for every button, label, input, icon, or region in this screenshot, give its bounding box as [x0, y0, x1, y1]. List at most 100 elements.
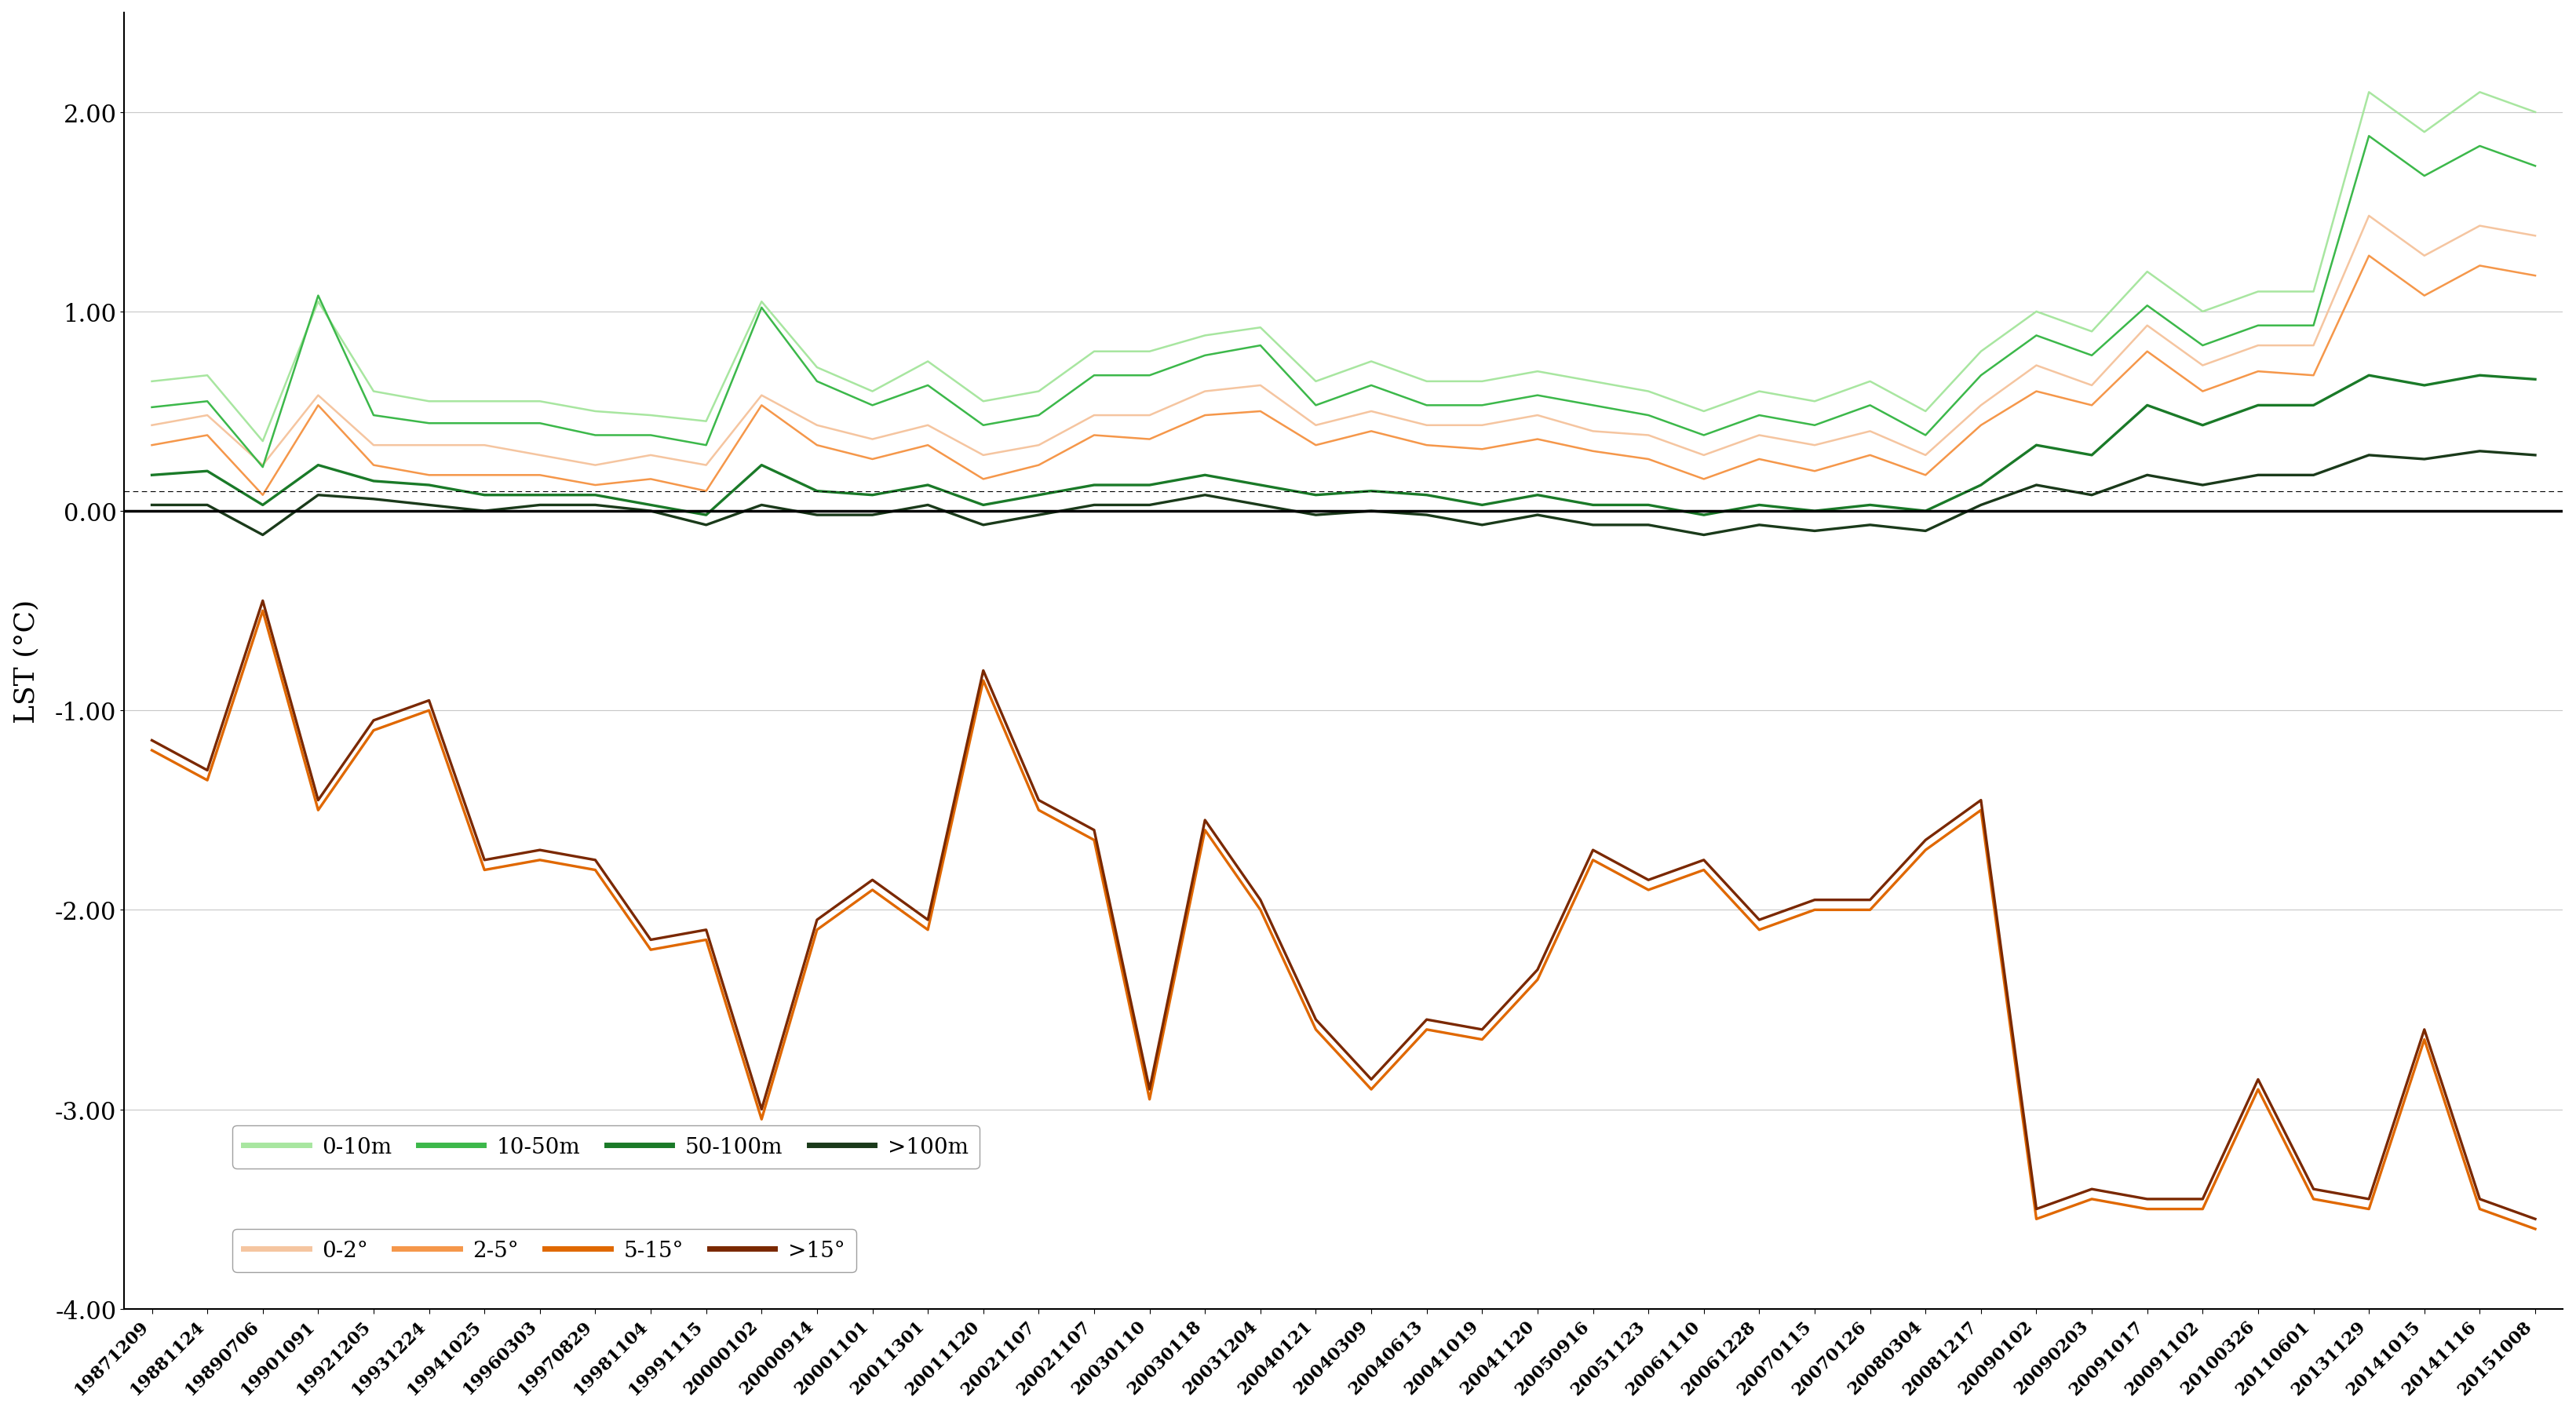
2-5°: [1633, 452, 1664, 468]
>15°: [1190, 811, 1221, 828]
5-15°: [2133, 1201, 2164, 1218]
0-2°: [2244, 337, 2275, 354]
0-2°: [469, 437, 500, 454]
10-50m: [247, 459, 278, 476]
10-50m: [1301, 398, 1332, 415]
10-50m: [1744, 408, 1775, 425]
>100m: [304, 487, 335, 504]
50-100m: [1466, 497, 1497, 514]
Line: >15°: >15°: [152, 601, 2535, 1219]
10-50m: [1412, 398, 1443, 415]
5-15°: [1466, 1031, 1497, 1048]
0-10m: [969, 394, 999, 411]
50-100m: [2519, 371, 2550, 388]
0-10m: [1633, 384, 1664, 401]
>100m: [247, 526, 278, 543]
0-2°: [2076, 377, 2107, 394]
>100m: [415, 497, 446, 514]
0-10m: [2465, 85, 2496, 102]
0-2°: [137, 418, 167, 435]
>15°: [1355, 1071, 1386, 1088]
2-5°: [2298, 367, 2329, 384]
5-15°: [858, 882, 889, 899]
10-50m: [636, 428, 667, 444]
0-2°: [2298, 337, 2329, 354]
5-15°: [1687, 862, 1718, 879]
0-2°: [858, 432, 889, 449]
0-2°: [1798, 437, 1829, 454]
0-2°: [1355, 404, 1386, 420]
2-5°: [2133, 343, 2164, 360]
2-5°: [1798, 463, 1829, 480]
>15°: [1079, 821, 1110, 838]
>100m: [191, 497, 222, 514]
50-100m: [304, 457, 335, 474]
10-50m: [2022, 327, 2053, 344]
50-100m: [2298, 398, 2329, 415]
0-10m: [2022, 303, 2053, 320]
>100m: [1079, 497, 1110, 514]
0-2°: [969, 447, 999, 464]
0-2°: [1301, 418, 1332, 435]
2-5°: [580, 477, 611, 494]
>100m: [2022, 477, 2053, 494]
50-100m: [2133, 398, 2164, 415]
>15°: [304, 792, 335, 809]
>100m: [1244, 497, 1275, 514]
0-10m: [2187, 303, 2218, 320]
10-50m: [1244, 337, 1275, 354]
5-15°: [1965, 801, 1996, 818]
10-50m: [1522, 388, 1553, 405]
>15°: [1744, 912, 1775, 928]
>15°: [1412, 1012, 1443, 1029]
50-100m: [1133, 477, 1164, 494]
5-15°: [1079, 832, 1110, 849]
10-50m: [415, 415, 446, 432]
5-15°: [580, 862, 611, 879]
>100m: [2409, 452, 2439, 468]
50-100m: [526, 487, 556, 504]
0-10m: [2133, 264, 2164, 281]
10-50m: [2519, 158, 2550, 175]
0-10m: [2076, 323, 2107, 340]
0-2°: [1965, 398, 1996, 415]
50-100m: [1855, 497, 1886, 514]
>100m: [1744, 516, 1775, 533]
5-15°: [1633, 882, 1664, 899]
0-10m: [415, 394, 446, 411]
>15°: [1798, 892, 1829, 909]
>15°: [1301, 1012, 1332, 1029]
5-15°: [2465, 1201, 2496, 1218]
>15°: [358, 713, 389, 729]
0-10m: [1244, 319, 1275, 336]
5-15°: [747, 1110, 778, 1127]
50-100m: [1633, 497, 1664, 514]
0-10m: [358, 384, 389, 401]
0-10m: [1412, 374, 1443, 391]
0-2°: [191, 408, 222, 425]
5-15°: [247, 602, 278, 619]
>100m: [969, 516, 999, 533]
50-100m: [247, 497, 278, 514]
0-2°: [1023, 437, 1054, 454]
50-100m: [1023, 487, 1054, 504]
50-100m: [1744, 497, 1775, 514]
2-5°: [636, 471, 667, 488]
5-15°: [2519, 1221, 2550, 1237]
>100m: [2187, 477, 2218, 494]
>15°: [580, 852, 611, 869]
50-100m: [580, 487, 611, 504]
Line: 0-10m: 0-10m: [152, 93, 2535, 442]
0-2°: [526, 447, 556, 464]
0-2°: [1412, 418, 1443, 435]
>100m: [1190, 487, 1221, 504]
0-2°: [1133, 408, 1164, 425]
>100m: [1687, 526, 1718, 543]
0-10m: [580, 404, 611, 420]
10-50m: [1079, 367, 1110, 384]
0-2°: [1522, 408, 1553, 425]
>100m: [690, 516, 721, 533]
5-15°: [690, 931, 721, 948]
50-100m: [1355, 483, 1386, 499]
5-15°: [1855, 902, 1886, 919]
